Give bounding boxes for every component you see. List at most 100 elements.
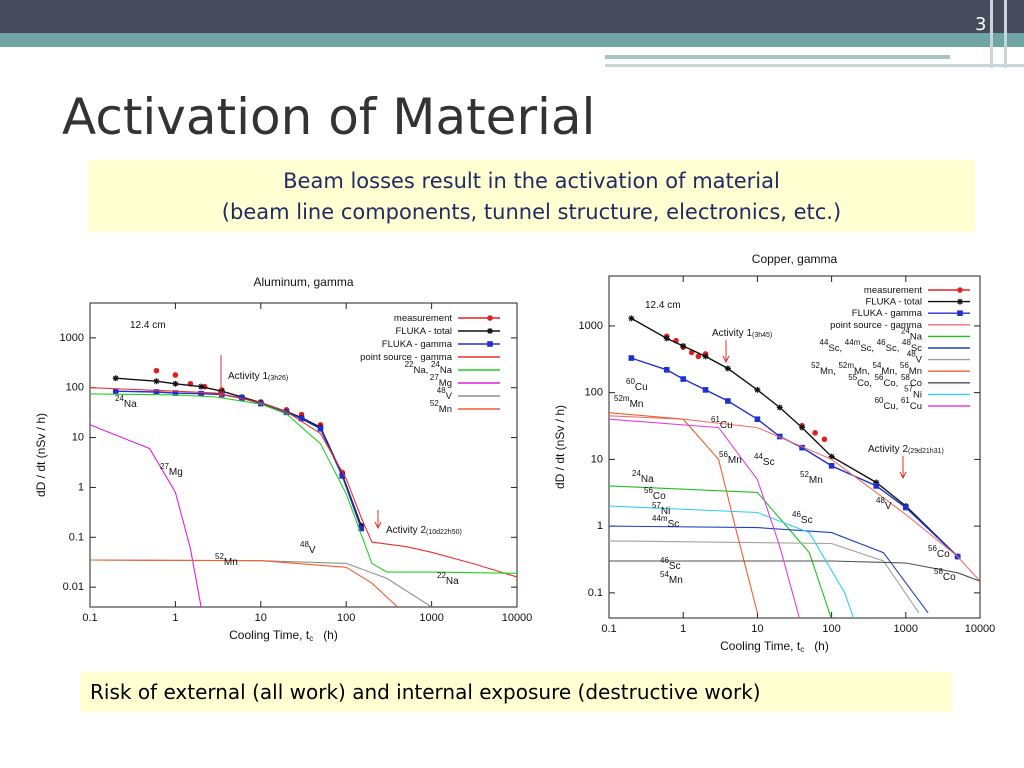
annotation: 24Na [115,394,137,410]
legend-label: 48V [907,350,923,365]
x-axis-label-sub: c [800,645,804,654]
series-line [609,412,758,614]
annotation: 56Mn [719,450,742,466]
data-point [153,367,160,374]
y-tick-label: 1 [597,520,603,532]
x-tick-label: 1000 [419,612,443,624]
data-point [799,444,805,451]
x-tick-label: 1 [172,612,178,624]
annotation: 57Ni [652,501,670,517]
annotation: Activity 1(3h45) [712,328,772,339]
header-band [0,0,1024,33]
data-point [776,404,783,411]
annotation: 22Na [437,571,459,587]
legend-label: FLUKA - gamma [382,339,453,350]
annotation: 46Sc [792,510,813,526]
legend-label: FLUKA - total [396,326,453,337]
data-point [821,436,828,443]
plot-layer [90,367,517,607]
arrow-head [374,521,382,530]
data-point [218,388,225,395]
y-tick-label: 0.1 [588,587,603,599]
y-axis-label: dD / dt (nSv / h) [34,413,48,497]
annotation: 46Sc [660,556,681,572]
data-point [702,353,709,360]
annotation: 12.4 cm [645,300,681,311]
data-point [754,416,761,423]
annotation: 61Cu [711,415,733,431]
x-tick-label: 10000 [965,623,996,635]
x-axis-label: Cooling Time, tc (h) [229,628,338,643]
plot-layer [609,315,980,618]
x-tick-label: 100 [822,623,840,635]
annotation-sub: (3h26) [268,375,288,382]
chart-title: Aluminum, gamma [253,275,353,289]
slide-title: Activation of Material [62,88,596,146]
data-point [112,375,119,382]
data-point [873,483,880,489]
legend-label: measurement [394,313,452,324]
intro-line: (beam line components, tunnel structure,… [221,200,842,224]
annotation: 60Cu [626,377,648,393]
data-point [487,328,493,334]
y-tick-label: 1000 [60,332,84,344]
data-point [828,463,835,469]
y-axis-label: dD / dt (nSv / h) [553,405,567,489]
data-point [680,343,687,350]
annotation: 52mMn [614,394,643,410]
x-tick-label: 100 [337,612,355,624]
annotation-sub: (29d21h31) [908,448,944,455]
annotation: 52Mn [215,552,238,568]
data-point [358,525,365,532]
series-line [630,317,959,558]
data-point [663,335,670,342]
y-tick-label: 1000 [579,320,603,332]
legend-label: point source - gamma [830,319,923,330]
intro-box: Beam losses result in the activation of … [88,160,975,232]
data-point [776,433,783,440]
x-axis-label-unit: (h) [323,628,338,642]
series-line [609,560,980,582]
annotation: 44Sc [754,452,775,468]
data-point [873,479,880,486]
series-line [609,525,929,614]
x-axis-label-text: Cooling Time, t [720,639,801,653]
annotation: 12.4 cm [130,320,166,331]
header-line [1004,0,1007,68]
y-tick-label: 0.1 [69,531,84,543]
note-box: Risk of external (all work) and internal… [80,672,952,712]
series-line [609,540,920,614]
data-point [487,315,493,321]
annotation: 24Na [632,469,654,485]
x-axis-label-sub: c [309,634,313,643]
x-axis-label: Cooling Time, tc (h) [720,639,829,654]
data-point [957,298,963,305]
series-line [90,387,517,578]
y-tick-label: 0.01 [63,581,84,593]
legend-label: FLUKA - total [866,296,923,307]
legend-label: 24Na [901,327,923,342]
data-point [198,383,205,390]
data-point [628,355,635,361]
data-point [172,380,179,387]
x-tick-label: 0.1 [601,623,616,635]
legend-label: 57Ni [904,385,922,400]
annotation: Activity 1(3h26) [228,371,288,382]
y-tick-label: 10 [591,453,603,465]
data-point [957,287,963,293]
data-point [153,389,160,395]
annotation: 58Co [934,567,956,583]
data-point [725,398,731,404]
x-axis-label-unit: (h) [814,639,829,653]
series-line [609,505,855,618]
legend-label: 55Co, 56Co, 58Co [848,373,922,388]
data-point [487,341,493,347]
data-point [828,453,835,460]
legend-label: measurement [864,285,922,296]
x-tick-label: 1 [680,623,686,635]
data-point [198,390,204,397]
data-point [112,388,119,395]
header-stripe [0,33,1024,47]
